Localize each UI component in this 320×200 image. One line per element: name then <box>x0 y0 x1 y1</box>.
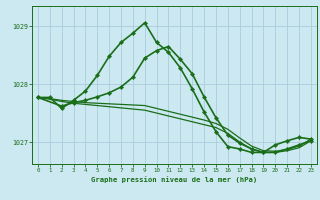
X-axis label: Graphe pression niveau de la mer (hPa): Graphe pression niveau de la mer (hPa) <box>91 176 258 183</box>
